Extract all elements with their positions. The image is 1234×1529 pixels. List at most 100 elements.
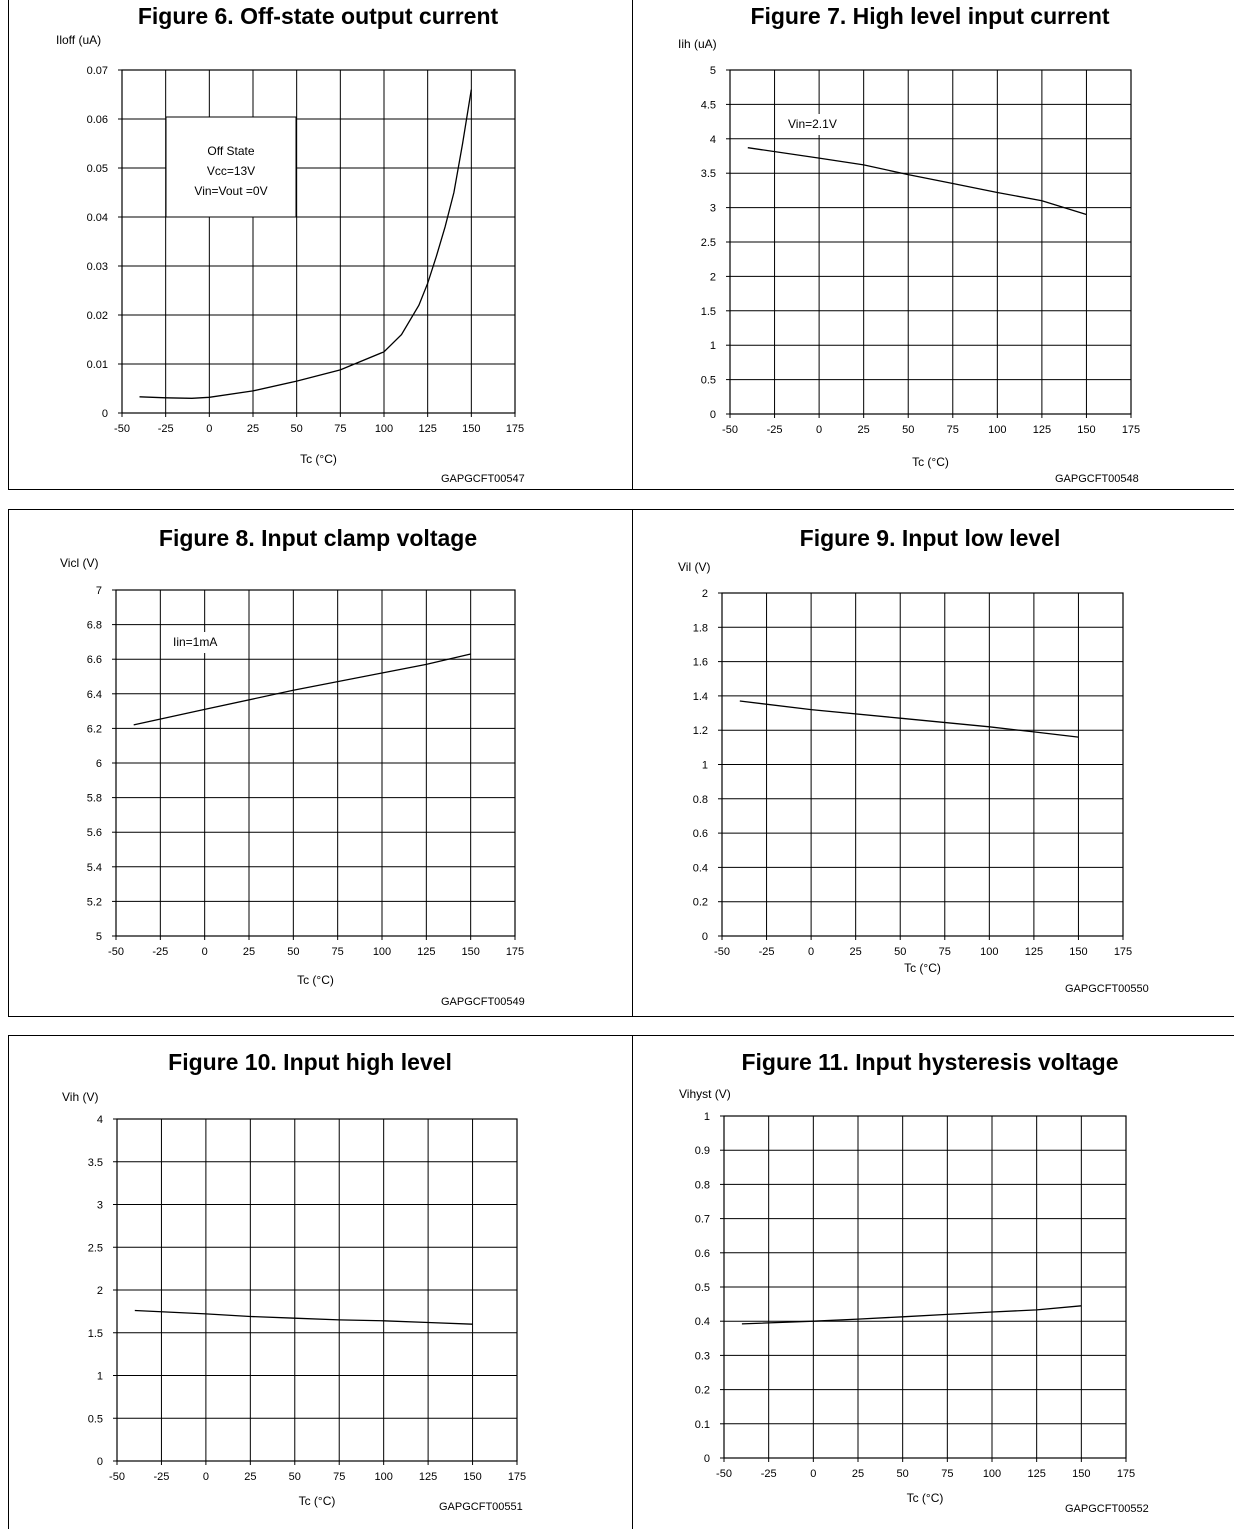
y-axis-label: Iih (uA): [678, 37, 717, 51]
chart-title: Figure 11. Input hysteresis voltage: [741, 1049, 1118, 1075]
x-tick-label: 75: [939, 946, 951, 958]
x-tick-label: 175: [1122, 424, 1140, 436]
y-tick-label: 3.5: [701, 168, 716, 180]
x-tick-label: 175: [508, 1471, 526, 1483]
y-tick-label: 6.2: [87, 723, 102, 735]
y-tick-label: 0.8: [695, 1179, 710, 1191]
annotation-box: [165, 116, 297, 218]
y-axis-label: Vil (V): [678, 560, 710, 574]
y-tick-label: 2: [97, 1285, 103, 1297]
x-axis-label: Tc (°C): [904, 961, 941, 975]
x-tick-label: 50: [287, 946, 299, 958]
x-tick-label: 150: [461, 946, 479, 958]
x-tick-label: 100: [373, 946, 391, 958]
data-series-line: [739, 700, 1079, 738]
x-tick-label: 125: [418, 423, 436, 435]
annotation-text: Vin=2.1V: [788, 117, 837, 131]
annotation-background: [782, 114, 858, 135]
y-tick-label: 5.6: [87, 827, 102, 839]
y-axis-label: Vicl (V): [60, 556, 98, 570]
x-tick-label: 150: [1077, 424, 1095, 436]
data-series-line: [747, 147, 1087, 216]
annotation-text: Iin=1mA: [173, 635, 217, 649]
x-tick-label: -50: [714, 946, 730, 958]
y-tick-label: 1: [702, 760, 708, 772]
y-tick-label: 3: [710, 203, 716, 215]
x-axis-label: Tc (°C): [300, 452, 337, 466]
x-tick-label: 50: [902, 424, 914, 436]
x-axis-label: Tc (°C): [299, 1494, 336, 1508]
x-tick-label: -50: [716, 1468, 732, 1480]
y-tick-label: 0.5: [701, 375, 716, 387]
y-tick-label: 5.4: [87, 862, 102, 874]
x-tick-label: 175: [1117, 1468, 1135, 1480]
x-tick-label: -25: [152, 946, 168, 958]
y-tick-label: 0: [704, 1453, 710, 1465]
x-tick-label: -50: [722, 424, 738, 436]
x-tick-label: 100: [374, 1471, 392, 1483]
y-tick-label: 0.8: [693, 794, 708, 806]
y-tick-label: 0.04: [87, 212, 108, 224]
y-tick-label: 0: [97, 1456, 103, 1468]
x-tick-label: 75: [333, 1471, 345, 1483]
x-tick-label: 125: [419, 1471, 437, 1483]
y-tick-label: 0.02: [87, 310, 108, 322]
y-axis-label: Vihyst (V): [679, 1087, 731, 1101]
x-tick-label: 150: [1072, 1468, 1090, 1480]
y-tick-label: 4: [710, 134, 716, 146]
figure-code: GAPGCFT00548: [1055, 473, 1139, 485]
x-axis-label: Tc (°C): [912, 455, 949, 469]
figure-8-chart: Figure 8. Input clamp voltage Vicl (V) -50…: [60, 525, 525, 1008]
y-tick-label: 0.3: [695, 1350, 710, 1362]
y-tick-label: 3: [97, 1200, 103, 1212]
data-series-line: [741, 1305, 1082, 1325]
x-tick-label: 50: [894, 946, 906, 958]
x-tick-label: 50: [291, 423, 303, 435]
y-tick-label: 0.2: [693, 897, 708, 909]
x-tick-label: -25: [767, 424, 783, 436]
y-tick-label: 5: [710, 65, 716, 77]
y-axis-label: Vih (V): [62, 1090, 98, 1104]
y-tick-label: 3.5: [88, 1157, 103, 1169]
x-tick-label: -50: [108, 946, 124, 958]
y-tick-label: 2.5: [88, 1242, 103, 1254]
plot-area-frame: [121, 69, 516, 414]
figure-code: GAPGCFT00550: [1065, 983, 1149, 995]
y-tick-label: 0: [102, 408, 108, 420]
y-tick-label: 1.6: [693, 657, 708, 669]
y-tick-label: 6.6: [87, 654, 102, 666]
data-series-line: [139, 89, 472, 399]
x-tick-label: 100: [983, 1468, 1001, 1480]
x-tick-label: 150: [462, 423, 480, 435]
figure-row-3: [8, 1035, 1234, 1529]
x-tick-label: -50: [109, 1471, 125, 1483]
x-tick-label: 75: [941, 1468, 953, 1480]
x-tick-label: 25: [850, 946, 862, 958]
y-tick-label: 0: [702, 931, 708, 943]
y-tick-label: 0.2: [695, 1385, 710, 1397]
x-tick-label: 150: [1069, 946, 1087, 958]
x-tick-label: -50: [114, 423, 130, 435]
y-tick-label: 1: [710, 340, 716, 352]
x-tick-label: 25: [244, 1471, 256, 1483]
y-tick-label: 0.06: [87, 114, 108, 126]
x-tick-label: 25: [243, 946, 255, 958]
figure-7-chart: Figure 7. High level input current Iih (u…: [678, 3, 1140, 485]
y-tick-label: 1.5: [88, 1328, 103, 1340]
figure-row-2: [8, 509, 1234, 1017]
y-tick-label: 0: [710, 409, 716, 421]
y-tick-label: 2: [702, 588, 708, 600]
x-tick-label: 75: [947, 424, 959, 436]
x-tick-label: 0: [203, 1471, 209, 1483]
x-tick-label: 175: [1114, 946, 1132, 958]
y-tick-label: 0.6: [695, 1248, 710, 1260]
y-tick-label: 2: [710, 271, 716, 283]
y-tick-label: 0.4: [695, 1316, 710, 1328]
chart-title: Figure 7. High level input current: [750, 3, 1109, 29]
y-tick-label: 6.4: [87, 689, 102, 701]
x-tick-label: 125: [1025, 946, 1043, 958]
y-axis-label: Iloff (uA): [56, 33, 101, 47]
data-series-line: [134, 1309, 473, 1325]
chart-title: Figure 10. Input high level: [168, 1049, 452, 1075]
y-tick-label: 0.5: [695, 1282, 710, 1294]
